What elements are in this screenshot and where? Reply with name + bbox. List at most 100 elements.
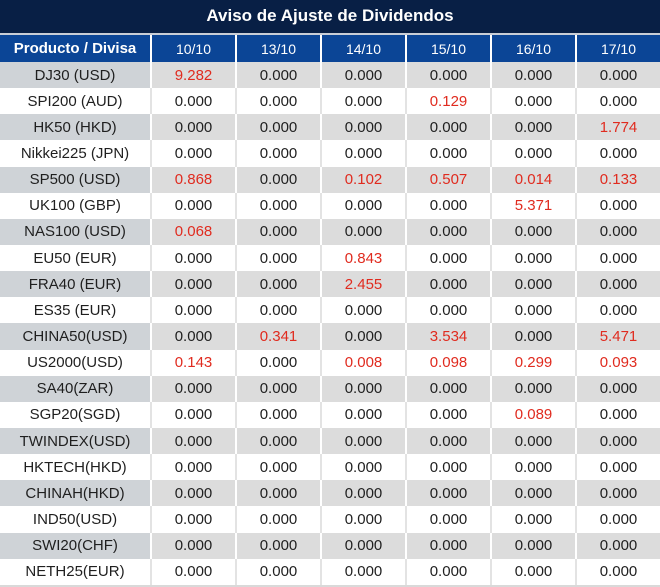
value-cell: 0.102	[320, 166, 405, 193]
value-cell: 0.000	[490, 506, 575, 533]
value-cell: 0.000	[575, 532, 660, 559]
value-cell: 0.000	[575, 375, 660, 402]
value-cell: 0.000	[150, 297, 235, 324]
value-cell: 0.000	[405, 558, 490, 585]
value-cell: 0.000	[490, 140, 575, 167]
value-cell: 0.000	[320, 427, 405, 455]
value-cell: 0.000	[320, 88, 405, 115]
value-cell: 0.000	[150, 375, 235, 402]
value-cell: 0.093	[575, 349, 660, 376]
value-cell: 0.000	[235, 297, 320, 324]
value-cell: 3.534	[405, 323, 490, 350]
value-cell: 0.000	[575, 244, 660, 272]
value-cell: 0.000	[405, 427, 490, 455]
value-cell: 0.098	[405, 349, 490, 376]
product-cell: ES35 (EUR)	[0, 297, 150, 324]
value-cell: 0.000	[405, 401, 490, 428]
value-cell: 0.000	[235, 166, 320, 193]
value-cell: 0.299	[490, 349, 575, 376]
value-cell: 0.000	[405, 480, 490, 507]
value-cell: 0.000	[150, 506, 235, 533]
value-cell: 0.000	[320, 454, 405, 481]
value-cell: 0.000	[490, 532, 575, 559]
value-cell: 0.000	[575, 401, 660, 428]
value-cell: 0.000	[235, 401, 320, 428]
product-cell: HK50 (HKD)	[0, 114, 150, 141]
value-cell: 0.000	[405, 192, 490, 219]
value-cell: 0.000	[405, 454, 490, 481]
value-cell: 0.143	[150, 349, 235, 376]
value-cell: 0.000	[490, 427, 575, 455]
value-cell: 0.000	[235, 244, 320, 272]
value-cell: 0.000	[150, 244, 235, 272]
value-cell: 0.000	[320, 480, 405, 507]
value-cell: 0.000	[575, 506, 660, 533]
table-row: HK50 (HKD) 0.000 0.000 0.000 0.000 0.000 1.774	[0, 114, 660, 141]
product-cell: FRA40 (EUR)	[0, 271, 150, 298]
table-row: US2000(USD) 0.143 0.000 0.008 0.098 0.299 0.09…	[0, 349, 660, 376]
value-cell: 0.000	[150, 114, 235, 141]
table-row: SGP20(SGD) 0.000 0.000 0.000 0.000 0.089 0.000	[0, 401, 660, 428]
table-header-row: Producto / Divisa 10/10 13/10 14/10 15/1…	[0, 35, 660, 62]
product-cell: Nikkei225 (JPN)	[0, 140, 150, 167]
value-cell: 0.129	[405, 88, 490, 115]
value-cell: 2.455	[320, 271, 405, 298]
product-cell: SWI20(CHF)	[0, 532, 150, 559]
product-cell: EU50 (EUR)	[0, 244, 150, 272]
table-row: FRA40 (EUR) 0.000 0.000 2.455 0.000 0.000 0.00…	[0, 271, 660, 298]
value-cell: 0.000	[405, 297, 490, 324]
value-cell: 0.868	[150, 166, 235, 193]
value-cell: 0.000	[320, 140, 405, 167]
table-row: CHINA50(USD) 0.000 0.341 0.000 3.534 0.000 5.4…	[0, 323, 660, 350]
table-row: NAS100 (USD) 0.068 0.000 0.000 0.000 0.000 0.0…	[0, 218, 660, 245]
value-cell: 0.000	[150, 401, 235, 428]
value-cell: 0.000	[490, 558, 575, 585]
value-cell: 0.000	[150, 454, 235, 481]
value-cell: 0.000	[235, 480, 320, 507]
value-cell: 0.507	[405, 166, 490, 193]
product-cell: TWINDEX(USD)	[0, 427, 150, 455]
value-cell: 0.000	[575, 454, 660, 481]
value-cell: 0.000	[235, 62, 320, 89]
value-cell: 0.000	[320, 323, 405, 350]
value-cell: 0.000	[405, 375, 490, 402]
value-cell: 0.843	[320, 244, 405, 272]
value-cell: 0.000	[235, 532, 320, 559]
product-cell: US2000(USD)	[0, 349, 150, 376]
value-cell: 0.000	[575, 427, 660, 455]
table-row: UK100 (GBP) 0.000 0.000 0.000 0.000 5.371 0.00…	[0, 192, 660, 219]
value-cell: 0.000	[490, 62, 575, 89]
value-cell: 0.000	[490, 297, 575, 324]
product-cell: CHINAH(HKD)	[0, 480, 150, 507]
value-cell: 0.000	[150, 192, 235, 219]
product-cell: DJ30 (USD)	[0, 62, 150, 89]
value-cell: 0.000	[490, 244, 575, 272]
value-cell: 0.000	[320, 192, 405, 219]
value-cell: 0.000	[320, 506, 405, 533]
value-cell: 0.000	[575, 297, 660, 324]
table-row: HKTECH(HKD) 0.000 0.000 0.000 0.000 0.000 0.00…	[0, 454, 660, 481]
column-header-date-2: 13/10	[235, 35, 320, 62]
value-cell: 0.089	[490, 401, 575, 428]
value-cell: 0.000	[490, 88, 575, 115]
value-cell: 0.000	[150, 480, 235, 507]
table-row: CHINAH(HKD) 0.000 0.000 0.000 0.000 0.000 0.00…	[0, 480, 660, 507]
value-cell: 0.000	[405, 140, 490, 167]
value-cell: 0.000	[150, 427, 235, 455]
value-cell: 0.000	[235, 88, 320, 115]
value-cell: 0.000	[320, 401, 405, 428]
table-row: ES35 (EUR) 0.000 0.000 0.000 0.000 0.000 0.000	[0, 297, 660, 324]
page-title: Aviso de Ajuste de Dividendos	[0, 0, 660, 35]
value-cell: 0.000	[320, 375, 405, 402]
product-cell: UK100 (GBP)	[0, 192, 150, 219]
value-cell: 0.000	[405, 218, 490, 245]
value-cell: 0.000	[150, 532, 235, 559]
table-row: SPI200 (AUD) 0.000 0.000 0.000 0.129 0.000 0.0…	[0, 88, 660, 115]
value-cell: 0.000	[320, 114, 405, 141]
value-cell: 0.000	[235, 114, 320, 141]
product-cell: SA40(ZAR)	[0, 375, 150, 402]
value-cell: 0.000	[235, 558, 320, 585]
value-cell: 1.774	[575, 114, 660, 141]
value-cell: 5.371	[490, 192, 575, 219]
